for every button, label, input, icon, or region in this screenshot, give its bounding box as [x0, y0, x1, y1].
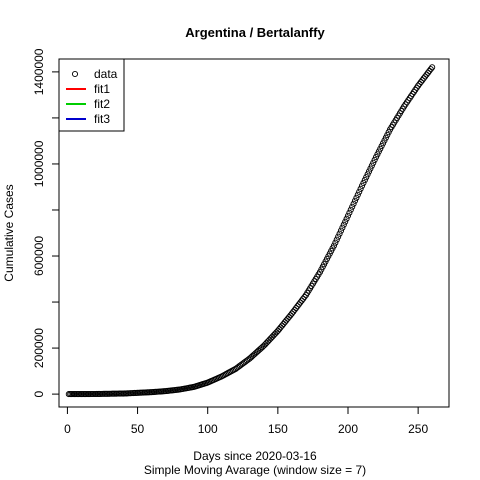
legend-label: data [94, 67, 118, 81]
y-tick-label: 1400000 [32, 48, 46, 95]
x-axis: 0 50 100 150 200 250 [64, 407, 428, 436]
y-tick-label: 200000 [32, 328, 46, 368]
legend-label: fit2 [94, 97, 110, 111]
y-tick-label: 600000 [32, 236, 46, 276]
x-tick-label: 50 [131, 422, 145, 436]
x-tick-label: 250 [408, 422, 428, 436]
x-axis-subtitle: Simple Moving Avarage (window size = 7) [144, 463, 366, 477]
legend-label: fit1 [94, 82, 110, 96]
x-tick-label: 0 [64, 422, 71, 436]
x-tick-label: 150 [268, 422, 288, 436]
x-tick-label: 100 [198, 422, 218, 436]
legend-label: fit3 [94, 112, 110, 126]
y-tick-label: 1000000 [32, 140, 46, 187]
x-axis-title: Days since 2020-03-16 [193, 449, 317, 463]
y-axis: 0 200000 600000 1000000 1400000 [32, 48, 59, 397]
y-tick-label: 0 [32, 390, 46, 397]
chart-title: Argentina / Bertalanffy [185, 25, 325, 40]
x-tick-label: 200 [338, 422, 358, 436]
y-axis-title: Cumulative Cases [2, 184, 16, 281]
